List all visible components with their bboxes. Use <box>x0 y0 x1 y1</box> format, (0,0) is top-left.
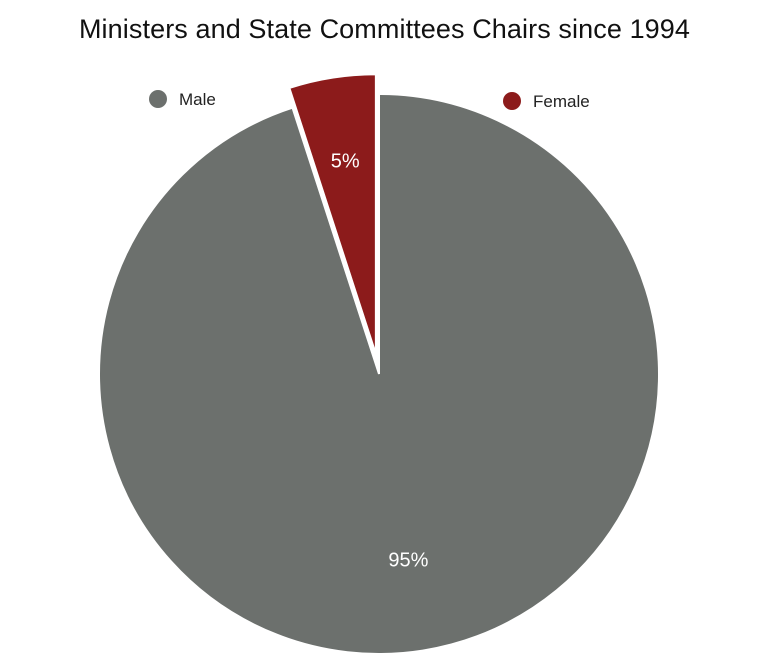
pie-slice-female <box>288 73 377 355</box>
legend-marker-male <box>149 90 167 108</box>
slice-label-male: 95% <box>388 549 428 571</box>
pie-slice-male <box>98 92 660 655</box>
legend-label-male: Male <box>179 90 216 109</box>
legend-marker-female <box>503 92 521 110</box>
slice-label-female: 5% <box>331 151 360 173</box>
pie-slices <box>98 73 660 655</box>
legend-label-female: Female <box>533 92 590 111</box>
chart-title: Ministers and State Committees Chairs si… <box>78 14 691 44</box>
chart-legend: Male Female <box>149 90 590 111</box>
slice-labels: 95% 5% <box>331 151 429 572</box>
